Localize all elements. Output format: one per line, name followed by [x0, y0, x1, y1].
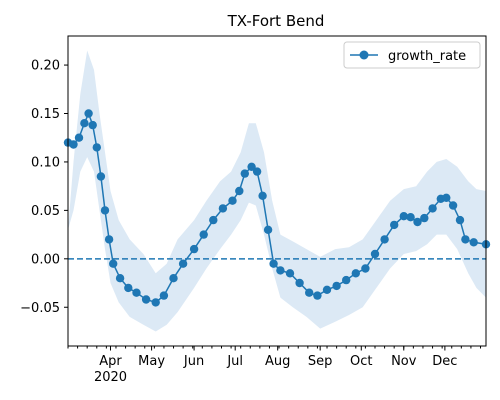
x-axis: Apr May Jun Jul Aug Sep Oct Nov Dec: [67, 346, 482, 369]
data-point-45: [406, 213, 415, 222]
data-point-52: [455, 215, 465, 225]
data-point-9: [104, 235, 114, 244]
data-point-47: [420, 213, 429, 223]
data-point-46: [413, 217, 422, 227]
legend-entry-growth-rate: growth_rate: [388, 49, 466, 64]
data-point-11: [115, 274, 125, 283]
data-point-28: [258, 191, 267, 200]
data-point-22: [218, 204, 228, 213]
chart-title: TX-Fort Bend: [227, 12, 325, 30]
data-point-10: [109, 259, 118, 268]
data-point-12: [124, 283, 133, 293]
data-point-33: [295, 278, 304, 288]
x-tick-label-2: Jun: [183, 354, 204, 369]
x-tick-label-7: Nov: [391, 354, 417, 369]
x-tick-label-3: Jul: [226, 354, 243, 369]
data-point-35: [313, 291, 322, 300]
legend: growth_rate: [343, 41, 481, 69]
data-point-14: [141, 295, 151, 304]
legend-box: [343, 41, 481, 69]
x-tick-label-5: Sep: [308, 354, 333, 369]
y-axis: −0.05 0.00 0.05 0.10 0.15 0.20: [20, 59, 68, 316]
y-tick-label-0: −0.05: [20, 301, 60, 316]
y-tick-label-1: 0.00: [31, 252, 60, 267]
data-point-44: [399, 212, 408, 221]
data-point-4: [84, 109, 93, 118]
confidence-band: [68, 50, 486, 332]
x-tick-label-0: Apr: [99, 354, 122, 369]
data-point-29: [263, 225, 273, 234]
data-point-2: [74, 133, 84, 142]
x-tick-label-4: Aug: [265, 354, 290, 369]
data-point-1: [69, 140, 78, 149]
data-point-6: [92, 143, 102, 152]
x-tick-label-1: May: [138, 354, 165, 369]
x-tick-label-8: Dec: [432, 354, 457, 369]
data-point-34: [305, 288, 314, 297]
data-point-16: [159, 291, 169, 300]
plot-area: [63, 50, 491, 332]
data-point-39: [351, 269, 360, 278]
data-point-7: [96, 172, 106, 181]
data-point-23: [228, 196, 237, 205]
data-point-20: [199, 230, 208, 239]
data-point-8: [100, 206, 110, 215]
data-point-53: [461, 235, 470, 244]
data-point-13: [132, 288, 141, 297]
series-markers: [63, 109, 491, 307]
plot-frame: [67, 35, 487, 347]
data-point-5: [88, 120, 97, 130]
data-point-21: [209, 215, 218, 225]
y-tick-label-4: 0.15: [31, 107, 60, 122]
data-point-40: [361, 264, 370, 273]
data-point-42: [380, 235, 389, 244]
y-tick-label-5: 0.20: [31, 59, 60, 74]
data-point-41: [370, 249, 380, 259]
data-point-31: [276, 266, 285, 275]
data-point-51: [448, 201, 458, 210]
data-point-25: [240, 169, 249, 178]
x-tick-label-6: Oct: [350, 354, 372, 369]
data-point-50: [442, 193, 451, 202]
data-point-38: [342, 275, 351, 285]
data-point-36: [322, 285, 332, 294]
data-point-32: [285, 269, 295, 278]
x-axis-year-label: 2020: [94, 370, 127, 385]
legend-marker-swatch: [359, 50, 369, 60]
data-point-27: [252, 167, 262, 176]
data-point-26: [247, 162, 256, 171]
data-point-37: [332, 281, 341, 291]
data-point-18: [178, 259, 188, 268]
data-point-43: [390, 220, 399, 230]
data-point-24: [235, 186, 244, 196]
y-tick-label-3: 0.10: [31, 155, 60, 170]
data-point-15: [151, 298, 160, 307]
data-point-30: [269, 259, 278, 268]
data-point-54: [469, 238, 478, 247]
data-point-17: [169, 274, 178, 283]
y-tick-label-2: 0.05: [31, 204, 60, 219]
data-point-3: [80, 119, 89, 128]
data-point-48: [428, 204, 437, 213]
data-point-19: [189, 244, 199, 254]
